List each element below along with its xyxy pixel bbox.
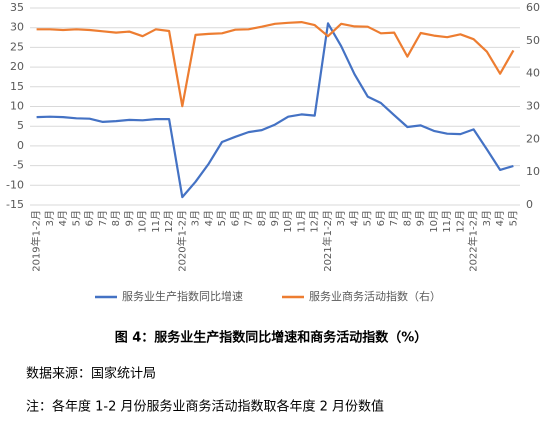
- x-tick-label: 5月: [216, 210, 228, 226]
- x-tick-label: 9月: [415, 210, 427, 226]
- y-tick-label: 10: [10, 100, 24, 113]
- x-tick-label: 2019年1-2月: [30, 210, 43, 272]
- y-tick-label: 15: [10, 80, 24, 93]
- chart-title: 图 4：服务业生产指数同比增速和商务活动指数（%）: [115, 330, 428, 346]
- x-tick-label: 12月: [163, 210, 175, 233]
- x-tick-label: 10月: [137, 210, 149, 233]
- series-line: [36, 22, 514, 199]
- y-tick-label: 35: [10, 1, 24, 14]
- x-tick-label: 3月: [335, 210, 347, 226]
- x-tick-label: 4月: [203, 210, 215, 226]
- x-tick-label: 10月: [282, 210, 294, 233]
- y2-tick-label: 40: [526, 67, 540, 80]
- source: 数据来源：国家统计局: [26, 366, 156, 382]
- x-tick-label: 2020年1-2月: [175, 210, 188, 272]
- y2-tick-label: 60: [526, 1, 540, 14]
- x-tick-label: 4月: [57, 210, 69, 226]
- x-tick-label: 8月: [401, 210, 413, 226]
- y-tick-label: -10: [6, 178, 24, 191]
- x-tick-label: 2021年1-2月: [321, 210, 334, 272]
- legend-label: 服务业商务活动指数（右）: [309, 289, 441, 303]
- x-tick-label: 8月: [110, 210, 122, 226]
- x-tick-label: 3月: [481, 210, 493, 226]
- x-tick-label: 7月: [243, 210, 255, 226]
- x-tick-label: 4月: [348, 210, 360, 226]
- y2-tick-label: 20: [526, 132, 540, 145]
- x-tick-label: 2022年1-2月: [467, 210, 480, 272]
- x-tick-label: 9月: [269, 210, 281, 226]
- y-tick-label: -15: [6, 198, 24, 211]
- x-tick-label: 7月: [388, 210, 400, 226]
- y-tick-label: 5: [17, 119, 24, 132]
- x-tick-label: 11月: [295, 210, 307, 233]
- x-tick-label: 5月: [507, 210, 519, 226]
- y-tick-label: 25: [10, 40, 24, 53]
- y2-tick-label: 30: [526, 100, 540, 113]
- x-tick-label: 6月: [229, 210, 241, 226]
- y-tick-label: -5: [13, 159, 24, 172]
- y-tick-label: 0: [17, 139, 24, 152]
- note: 注：各年度 1-2 月份服务业商务活动指数取各年度 2 月份数值: [26, 399, 384, 415]
- x-tick-label: 11月: [150, 210, 162, 233]
- x-tick-label: 5月: [362, 210, 374, 226]
- x-tick-label: 5月: [70, 210, 82, 226]
- y-tick-label: 30: [10, 21, 24, 34]
- x-tick-label: 4月: [494, 210, 506, 226]
- y-tick-label: 20: [10, 60, 24, 73]
- x-tick-label: 3月: [44, 210, 56, 226]
- y2-tick-label: 0: [526, 198, 533, 211]
- x-tick-label: 12月: [309, 210, 321, 233]
- series-line: [36, 21, 515, 108]
- y2-tick-label: 10: [526, 165, 540, 178]
- x-tick-label: 8月: [256, 210, 268, 226]
- x-tick-label: 10月: [428, 210, 440, 233]
- x-tick-label: 12月: [454, 210, 466, 233]
- x-tick-label: 11月: [441, 210, 453, 233]
- x-tick-label: 3月: [190, 210, 202, 226]
- x-tick-label: 6月: [375, 210, 387, 226]
- legend-label: 服务业生产指数同比增速: [122, 289, 243, 303]
- x-tick-label: 7月: [97, 210, 109, 226]
- y2-tick-label: 50: [526, 34, 540, 47]
- x-tick-label: 6月: [84, 210, 96, 226]
- x-tick-label: 9月: [123, 210, 135, 226]
